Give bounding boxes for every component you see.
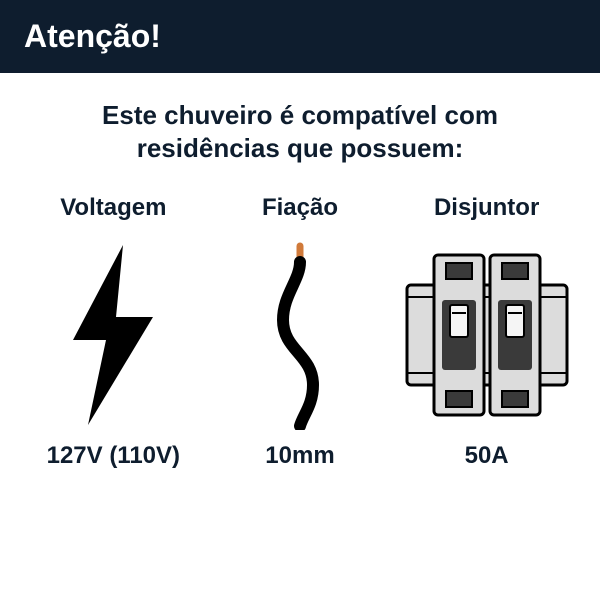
header-bar: Atenção! <box>0 0 600 73</box>
breaker-value: 50A <box>465 442 509 470</box>
wiring-title: Fiação <box>262 194 338 222</box>
spec-columns: Voltagem 127V (110V) Fiação 10mm Disjunt… <box>0 194 600 470</box>
bolt-icon <box>58 240 168 430</box>
column-voltage: Voltagem 127V (110V) <box>21 194 206 470</box>
voltage-value: 127V (110V) <box>47 442 180 470</box>
subtitle: Este chuveiro é compatível com residênci… <box>40 99 560 164</box>
header-title: Atenção! <box>24 18 161 54</box>
wiring-value: 10mm <box>265 442 334 470</box>
subtitle-line2: residências que possuem: <box>137 133 464 163</box>
subtitle-line1: Este chuveiro é compatível com <box>102 100 498 130</box>
breaker-title: Disjuntor <box>434 194 539 222</box>
wire-icon <box>265 240 335 430</box>
voltage-title: Voltagem <box>60 194 166 222</box>
breaker-icon <box>402 240 572 430</box>
column-wiring: Fiação 10mm <box>208 194 393 470</box>
column-breaker: Disjuntor <box>394 194 579 470</box>
